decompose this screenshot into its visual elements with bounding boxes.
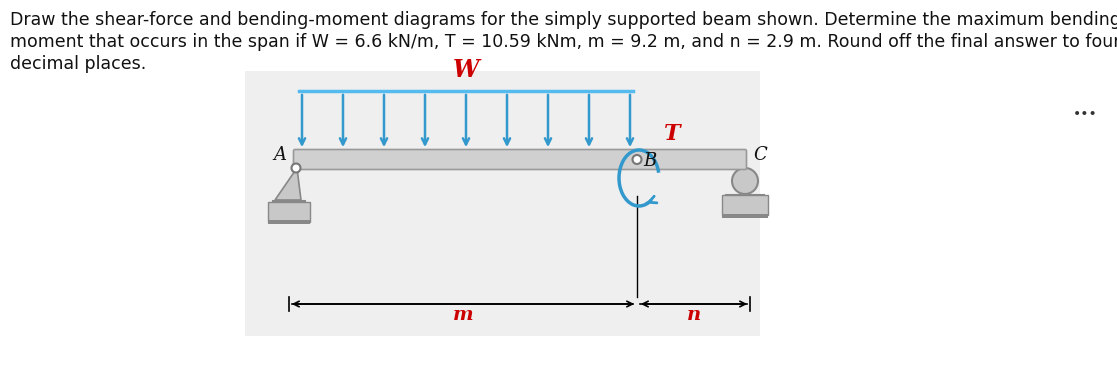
- Bar: [268, 202, 311, 222]
- Text: Draw the shear-force and bending-moment diagrams for the simply supported beam s: Draw the shear-force and bending-moment …: [10, 11, 1117, 29]
- Text: decimal places.: decimal places.: [10, 55, 146, 73]
- Text: B: B: [643, 152, 657, 169]
- Circle shape: [292, 164, 300, 172]
- Text: W: W: [452, 58, 479, 82]
- FancyBboxPatch shape: [294, 149, 746, 169]
- Circle shape: [632, 155, 641, 164]
- Text: moment that occurs in the span if W = 6.6 kN/m, T = 10.59 kNm, m = 9.2 m, and n : moment that occurs in the span if W = 6.…: [10, 33, 1117, 51]
- Text: A: A: [273, 146, 286, 164]
- Bar: [722, 195, 768, 215]
- Bar: [268, 220, 311, 224]
- Text: •••: •••: [1072, 107, 1097, 121]
- Text: n: n: [687, 306, 700, 324]
- Text: m: m: [452, 306, 474, 324]
- Polygon shape: [275, 168, 300, 200]
- Bar: [722, 214, 768, 218]
- Text: T: T: [663, 123, 680, 145]
- Bar: [245, 71, 760, 336]
- Text: C: C: [753, 146, 766, 164]
- Circle shape: [732, 168, 758, 194]
